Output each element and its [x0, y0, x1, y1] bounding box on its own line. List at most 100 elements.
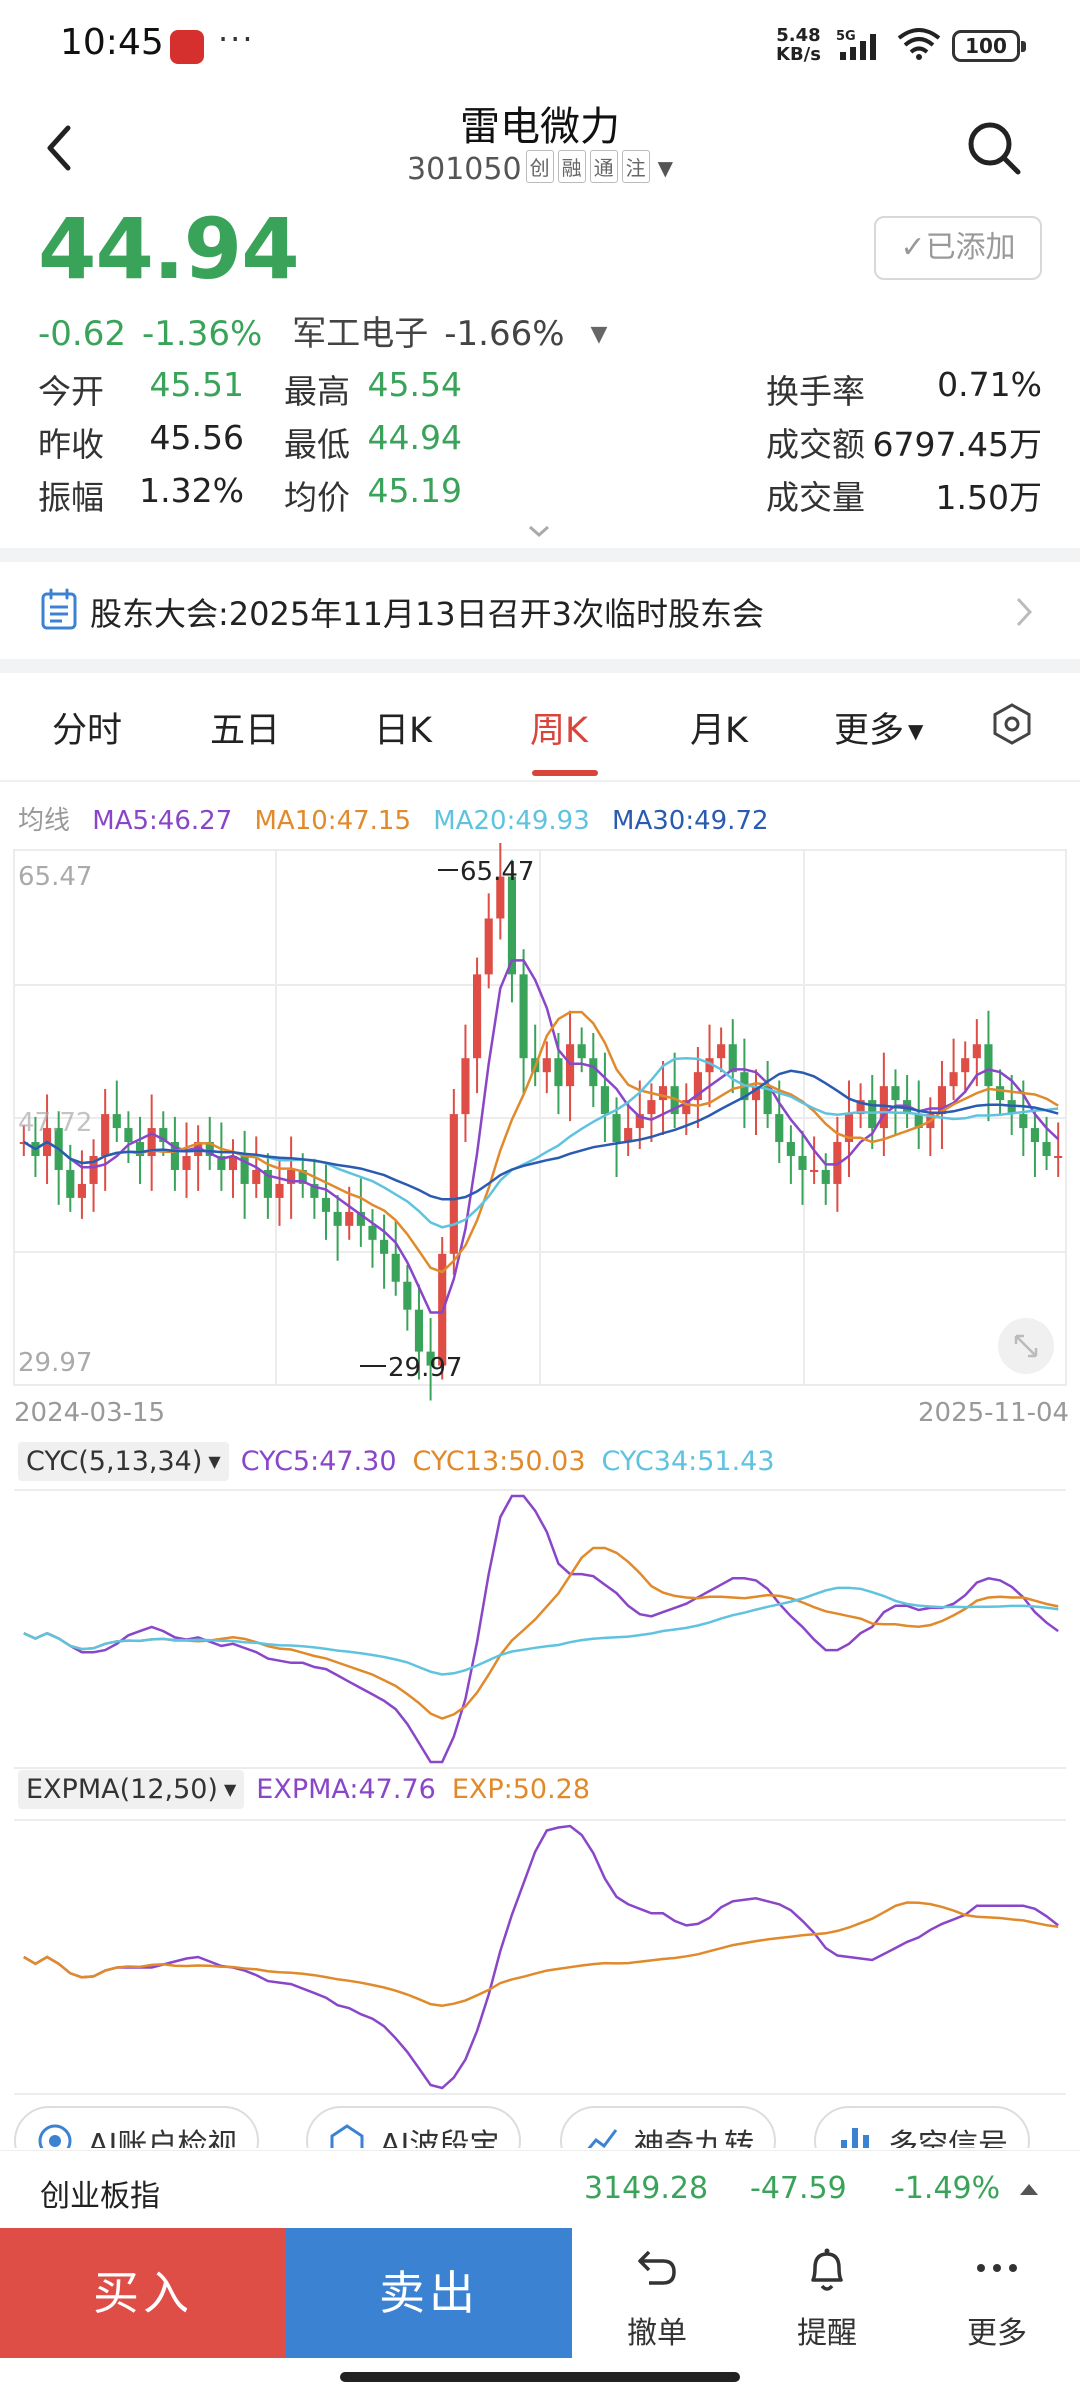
caret-up-icon[interactable]: [1018, 2181, 1040, 2197]
chip-label: 多空信号: [888, 2128, 1008, 2148]
candle-body: [298, 1169, 307, 1184]
candle-body: [937, 1086, 947, 1115]
chip-label: AI账户检视: [88, 2128, 238, 2148]
expma-line: [23, 1824, 1059, 2090]
expma-legend: EXPMA(12,50) ▼ EXPMA:47.76 EXP:50.28: [18, 1770, 606, 1809]
candle-body: [205, 1142, 214, 1157]
candle-body: [891, 1086, 900, 1101]
chip-ai-account-check[interactable]: AI账户检视: [14, 2106, 260, 2148]
candle-body: [391, 1253, 400, 1282]
chip-long-short-signal[interactable]: 多空信号: [814, 2106, 1030, 2148]
candle-body: [868, 1100, 877, 1129]
kline-chart[interactable]: [0, 840, 1080, 2100]
stat-value: 45.56: [149, 418, 244, 457]
candle-body: [577, 1044, 586, 1059]
tab-intraday[interactable]: 分时: [52, 711, 123, 751]
stat-value: 0.71%: [937, 365, 1042, 404]
candle-body: [798, 1156, 807, 1170]
candle-body: [751, 1086, 761, 1101]
candle-body: [170, 1142, 179, 1170]
chevron-left-icon[interactable]: [34, 118, 84, 178]
candle-body: [228, 1156, 238, 1170]
candle-body: [589, 1058, 598, 1087]
section-divider: [0, 659, 1080, 673]
status-more-dots: ···: [218, 20, 255, 58]
candle-body: [763, 1086, 772, 1115]
shareholder-meeting-notice[interactable]: 股东大会:2025年11月13日召开3次临时股东会: [0, 565, 1080, 657]
stats-row: 昨收 45.56 最低 44.94 成交额 6797.45万: [38, 418, 1042, 471]
candle-body: [879, 1086, 888, 1129]
stock-code-row[interactable]: 301050 创融通注 ▼: [0, 150, 1080, 187]
feature-chips: AI账户检视 AI波段宝 神奇九转 多空信号: [0, 2106, 1080, 2148]
candle-body: [600, 1086, 609, 1115]
tabs-divider: [0, 780, 1080, 782]
cyc-selector[interactable]: CYC(5,13,34) ▼: [18, 1442, 229, 1481]
ma30-label: MA30:49.72: [612, 806, 769, 836]
calendar-icon: [41, 588, 77, 630]
bar-signal-icon: [841, 2128, 869, 2148]
battery-icon: 100: [952, 30, 1026, 62]
added-watchlist-button[interactable]: ✓已添加: [874, 216, 1042, 280]
candle-body: [89, 1156, 98, 1184]
candle-body: [775, 1114, 784, 1143]
app-notification-icon: [170, 30, 204, 64]
candle-body: [310, 1183, 319, 1198]
tab-weekly-k[interactable]: 周K: [530, 711, 588, 751]
candle-body: [217, 1156, 226, 1170]
cyc5-label: CYC5:47.30: [240, 1446, 397, 1477]
candle-body: [996, 1086, 1005, 1101]
alert-button[interactable]: 提醒: [742, 2228, 912, 2358]
candle-body: [565, 1044, 575, 1087]
home-indicator: [340, 2372, 740, 2382]
chevron-right-icon: [1016, 597, 1033, 627]
candle-body: [705, 1058, 714, 1073]
tab-more[interactable]: 更多 ▼: [834, 702, 923, 753]
chart-tabs: 分时 五日 日K 周K 月K 更多 ▼: [0, 680, 1080, 780]
ma-legend-title: 均线: [18, 806, 71, 836]
candle-body: [112, 1114, 121, 1129]
ma20-label: MA20:49.93: [433, 806, 590, 836]
candle-body: [426, 1351, 435, 1366]
cancel-order-button[interactable]: 撤单: [572, 2228, 742, 2358]
tab-daily-k[interactable]: 日K: [374, 711, 432, 751]
sector-change-pct[interactable]: -1.66%: [444, 314, 565, 354]
added-label: 已添加: [925, 230, 1016, 265]
fullscreen-icon[interactable]: [998, 1318, 1054, 1374]
chip-label: AI波段宝: [380, 2128, 500, 2148]
candle-body: [1042, 1142, 1051, 1157]
candle-body: [380, 1239, 389, 1254]
search-icon[interactable]: [964, 118, 1024, 178]
change-row: -0.62 -1.36% 军工电子 -1.66% ▼: [38, 306, 623, 355]
sell-button[interactable]: 卖出: [286, 2228, 572, 2358]
candle-body: [356, 1211, 365, 1226]
ma30-line: [23, 1069, 1059, 1201]
more-button[interactable]: 更多: [912, 2228, 1080, 2358]
candle-body: [658, 1086, 668, 1101]
stat-value: 1.32%: [139, 471, 244, 510]
price-change-pct: -1.36%: [141, 314, 263, 354]
buy-button[interactable]: 买入: [0, 2228, 286, 2358]
caret-down-icon: ▼: [208, 1452, 221, 1471]
tab-monthly-k[interactable]: 月K: [690, 711, 748, 751]
chip-ai-band[interactable]: AI波段宝: [306, 2106, 522, 2148]
sector-name[interactable]: 军工电子: [292, 314, 429, 354]
candle-body: [484, 918, 493, 975]
expma-selector[interactable]: EXPMA(12,50) ▼: [18, 1770, 245, 1809]
settings-hexagon-icon[interactable]: [990, 702, 1034, 746]
candle-body: [414, 1309, 424, 1352]
tag-zhu: 注: [621, 150, 650, 183]
index-change-pct: -1.49%: [894, 2171, 1001, 2206]
sector-caret-icon[interactable]: ▼: [590, 322, 608, 347]
chip-magic-nine[interactable]: 神奇九转: [560, 2106, 776, 2148]
candle-body: [821, 1169, 830, 1184]
candle-body: [368, 1225, 377, 1240]
expand-chevron-icon[interactable]: [524, 522, 554, 540]
cyc34-label: CYC34:51.43: [601, 1446, 775, 1477]
undo-icon: [638, 2250, 676, 2285]
end-date: 2025-11-04: [918, 1398, 1070, 1428]
ma10-line: [23, 1010, 1059, 1274]
cyc-legend: CYC(5,13,34) ▼ CYC5:47.30 CYC13:50.03 CYC34:…: [18, 1442, 791, 1481]
index-ticker-bar[interactable]: 创业板指 3149.28 -47.59 -1.49%: [0, 2150, 1080, 2230]
candle-body: [810, 1169, 819, 1172]
tab-five-day[interactable]: 五日: [210, 711, 281, 751]
